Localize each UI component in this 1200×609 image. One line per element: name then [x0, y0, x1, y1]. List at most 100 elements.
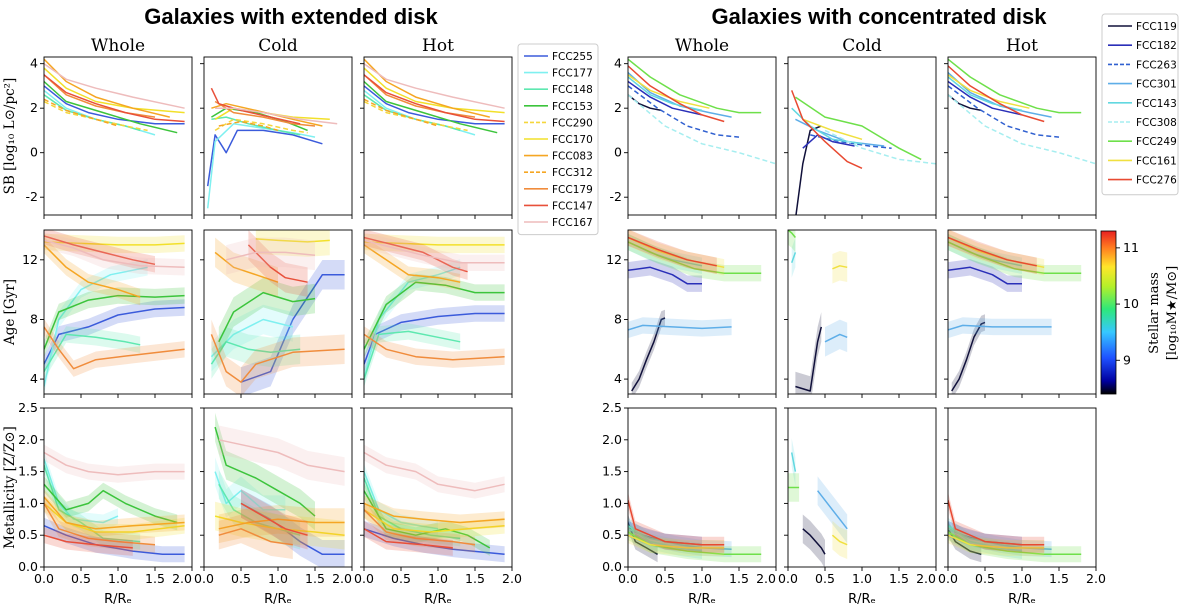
error-band-fcc255 — [364, 520, 505, 563]
series-line-fcc119 — [948, 94, 982, 112]
series-line-fcc255 — [364, 85, 505, 125]
legend-label: FCC083 — [552, 151, 593, 163]
series-line-fcc170 — [214, 515, 345, 536]
series-line-fcc249 — [788, 230, 796, 238]
subplot-concentrated-met-hot: 0.0 0.5 1.0 1.5 2.0 R/Rₑ — [938, 407, 1106, 607]
series-line-fcc119 — [631, 317, 666, 392]
colorbar-tick-label: 11 — [1123, 240, 1139, 255]
legend-frame — [517, 43, 599, 236]
y-tick-label: 0.5 — [18, 527, 38, 542]
legend-label: FCC119 — [1136, 21, 1177, 33]
subplot-extended-sb-cold — [200, 56, 353, 219]
subplot-extended-age-whole: 4 8 12 Age [Gyr] — [2, 229, 193, 398]
legend-item-fcc263: FCC263 — [1108, 59, 1177, 71]
error-band-fcc148 — [364, 323, 461, 388]
series-line-fcc179 — [44, 503, 156, 546]
series-line-fcc179 — [44, 326, 185, 370]
series-line-fcc182 — [628, 80, 703, 116]
x-tick-label: 2.0 — [916, 571, 936, 586]
series-line-fcc179 — [364, 509, 476, 546]
series-line-fcc143 — [948, 525, 1023, 552]
series-line-fcc119 — [951, 321, 986, 392]
series-line-fcc147 — [44, 235, 156, 266]
error-band-fcc249 — [948, 524, 1082, 563]
column-title-hot: Hot — [422, 36, 454, 56]
subplot-concentrated-met-whole: 0.0 0.5 1.0 1.5 2.0 2.5 0.0 0.5 1.0 1.5 2.0 R/Rₑ — [602, 400, 777, 607]
series-line-fcc255 — [44, 525, 185, 556]
column-title-whole: Whole — [675, 36, 729, 56]
series-line-fcc179 — [364, 333, 505, 361]
legend-label: FCC312 — [552, 167, 593, 179]
series-line-fcc182 — [628, 266, 702, 285]
error-band-fcc153 — [44, 476, 178, 531]
subplot-concentrated-age-hot — [944, 229, 1097, 398]
series-line-fcc290 — [44, 100, 148, 132]
series-line-fcc312 — [218, 120, 279, 132]
y-axis-label-sb: SB [log₁₀ L⊙/pc²] — [2, 78, 18, 195]
legend-item-fcc143: FCC143 — [1108, 98, 1177, 110]
axes-frame — [627, 56, 777, 216]
colorbar-gradient — [1100, 230, 1117, 395]
series-line-fcc249 — [628, 531, 762, 556]
legend-item-fcc147: FCC147 — [524, 200, 593, 212]
legend-item-fcc276: FCC276 — [1108, 175, 1177, 187]
series-line-fcc153 — [44, 294, 185, 350]
series-line-fcc147 — [44, 74, 185, 123]
subplot-extended-age-hot — [360, 229, 513, 398]
x-tick-label: 1.0 — [268, 571, 288, 586]
error-band-fcc083 — [44, 236, 141, 306]
series-line-fcc167 — [364, 451, 505, 492]
series-layer — [790, 90, 936, 215]
x-tick-label: 0.0 — [194, 571, 214, 586]
y-tick-label: -2 — [610, 189, 622, 204]
series-line-fcc255 — [44, 306, 185, 365]
series-line-fcc083 — [218, 518, 345, 530]
y-tick-label: 4 — [30, 371, 38, 386]
series-layer — [44, 230, 185, 394]
error-band-fcc249 — [628, 233, 762, 282]
error-band-fcc148 — [364, 470, 461, 547]
legend-item-fcc179: FCC179 — [524, 184, 593, 196]
y-tick-label: 4 — [30, 56, 38, 71]
series-line-fcc308 — [948, 94, 1096, 165]
subplot-concentrated-sb-cold — [784, 56, 937, 219]
series-line-fcc083 — [44, 496, 185, 530]
error-band-fcc147 — [241, 489, 308, 550]
error-band-fcc153 — [364, 482, 490, 556]
series-layer — [948, 230, 1082, 394]
x-tick-label: 0.0 — [618, 571, 638, 586]
x-tick-label: 0.5 — [815, 571, 835, 586]
error-band-fcc177 — [44, 259, 148, 394]
error-band-fcc147 — [364, 230, 468, 280]
series-line-fcc177 — [44, 458, 119, 524]
axes-frame — [787, 229, 937, 395]
error-band-fcc161 — [628, 230, 725, 276]
left-panel-title: Galaxies with extended disk — [144, 4, 438, 29]
x-tick-label: 1.5 — [305, 571, 325, 586]
error-band-fcc255 — [364, 305, 505, 373]
y-tick-label: 2.0 — [602, 432, 622, 447]
x-tick-label: 0.0 — [778, 571, 798, 586]
x-tick-label: 1.5 — [889, 571, 909, 586]
series-line-fcc263 — [948, 85, 1060, 138]
series-layer — [364, 58, 505, 136]
x-tick-label: 0.0 — [938, 571, 958, 586]
legend-item-fcc308: FCC308 — [1108, 117, 1177, 129]
x-tick-label: 2.0 — [502, 571, 522, 586]
series-line-fcc083 — [44, 244, 141, 298]
error-band-fcc119 — [795, 312, 822, 394]
error-band-fcc170 — [364, 233, 505, 254]
series-line-fcc177 — [214, 471, 286, 511]
series-layer — [788, 230, 848, 394]
x-tick-label: 0.0 — [34, 571, 54, 586]
series-line-fcc147 — [210, 87, 301, 125]
y-tick-label: 2.5 — [18, 400, 38, 415]
series-line-fcc290 — [214, 118, 308, 134]
series-line-fcc153 — [214, 426, 316, 517]
series-layer — [788, 438, 848, 567]
error-band-fcc301 — [948, 317, 1052, 339]
subplot-concentrated-age-cold — [784, 229, 937, 398]
series-layer — [628, 492, 762, 563]
series-line-fcc276 — [790, 90, 863, 169]
